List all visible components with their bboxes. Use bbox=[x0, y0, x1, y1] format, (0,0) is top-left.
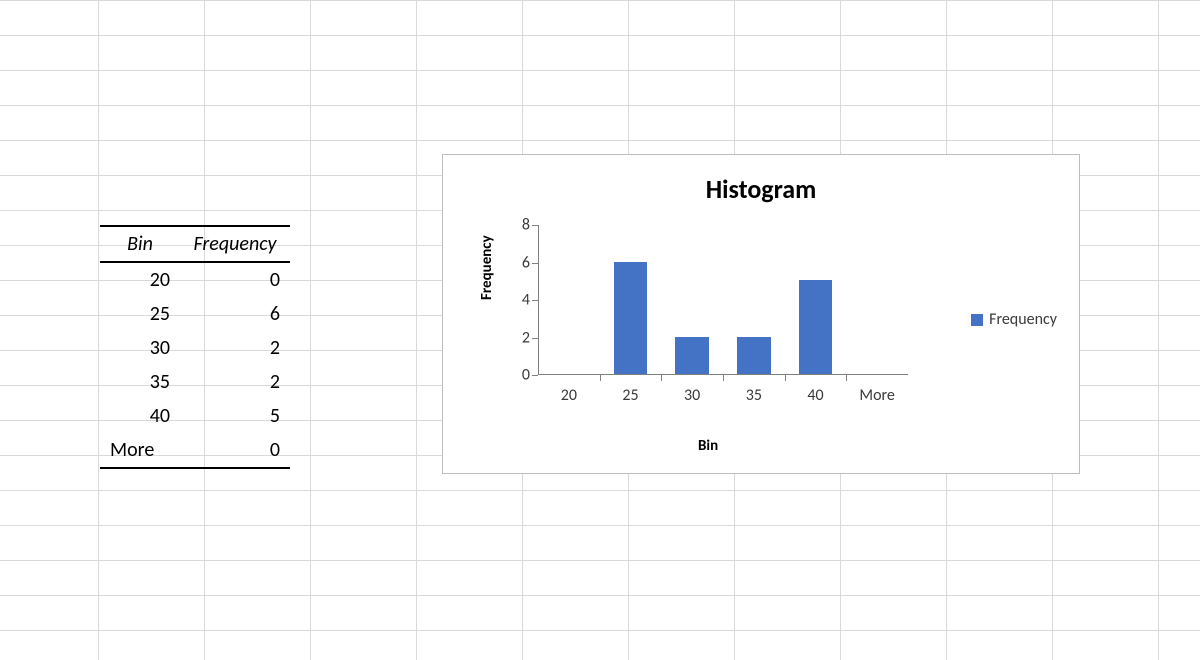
x-tick-label: 30 bbox=[684, 386, 700, 405]
x-tick bbox=[785, 375, 786, 381]
y-tick-label: 8 bbox=[510, 216, 530, 235]
y-tick-label: 2 bbox=[510, 328, 530, 347]
y-tick bbox=[532, 338, 538, 339]
y-tick bbox=[532, 375, 538, 376]
cell-frequency[interactable]: 2 bbox=[180, 365, 290, 399]
y-tick bbox=[532, 225, 538, 226]
cell-bin[interactable]: 20 bbox=[100, 262, 180, 297]
x-tick-label: More bbox=[859, 386, 894, 405]
table-header-row: Bin Frequency bbox=[100, 226, 290, 262]
x-tick bbox=[846, 375, 847, 381]
legend-label: Frequency bbox=[989, 310, 1057, 329]
table-row: More0 bbox=[100, 433, 290, 468]
cell-frequency[interactable]: 0 bbox=[180, 433, 290, 468]
x-tick-label: 20 bbox=[561, 386, 577, 405]
table-row: 352 bbox=[100, 365, 290, 399]
cell-bin[interactable]: 30 bbox=[100, 331, 180, 365]
y-tick bbox=[532, 263, 538, 264]
histogram-bar[interactable] bbox=[737, 337, 771, 375]
histogram-chart[interactable]: Histogram Frequency Bin 024682025303540M… bbox=[442, 154, 1080, 474]
cell-frequency[interactable]: 0 bbox=[180, 262, 290, 297]
x-axis-title: Bin bbox=[698, 437, 718, 455]
cell-bin[interactable]: 35 bbox=[100, 365, 180, 399]
table-row: 302 bbox=[100, 331, 290, 365]
header-frequency: Frequency bbox=[180, 226, 290, 262]
cell-bin[interactable]: 40 bbox=[100, 399, 180, 433]
header-bin: Bin bbox=[100, 226, 180, 262]
cell-frequency[interactable]: 2 bbox=[180, 331, 290, 365]
table-row: 256 bbox=[100, 297, 290, 331]
x-tick-label: 25 bbox=[622, 386, 638, 405]
histogram-bar[interactable] bbox=[675, 337, 709, 375]
plot-area: 024682025303540More bbox=[538, 225, 908, 375]
y-axis-title: Frequency bbox=[478, 235, 496, 300]
cell-frequency[interactable]: 5 bbox=[180, 399, 290, 433]
x-tick bbox=[723, 375, 724, 381]
x-tick bbox=[600, 375, 601, 381]
table-row: 405 bbox=[100, 399, 290, 433]
chart-legend: Frequency bbox=[971, 310, 1057, 329]
y-tick-label: 0 bbox=[510, 366, 530, 385]
histogram-bar[interactable] bbox=[799, 280, 833, 374]
frequency-table: Bin Frequency 200256302352405More0 bbox=[100, 225, 290, 469]
chart-title: Histogram bbox=[443, 173, 1079, 205]
cell-bin[interactable]: 25 bbox=[100, 297, 180, 331]
y-tick-label: 4 bbox=[510, 291, 530, 310]
y-tick-label: 6 bbox=[510, 253, 530, 272]
x-tick-label: 35 bbox=[746, 386, 762, 405]
y-tick bbox=[532, 300, 538, 301]
x-tick-label: 40 bbox=[807, 386, 823, 405]
cell-bin[interactable]: More bbox=[100, 433, 180, 468]
histogram-bar[interactable] bbox=[614, 262, 648, 375]
y-axis-line bbox=[538, 225, 539, 375]
x-tick bbox=[661, 375, 662, 381]
cell-frequency[interactable]: 6 bbox=[180, 297, 290, 331]
legend-swatch bbox=[971, 314, 983, 326]
table-row: 200 bbox=[100, 262, 290, 297]
